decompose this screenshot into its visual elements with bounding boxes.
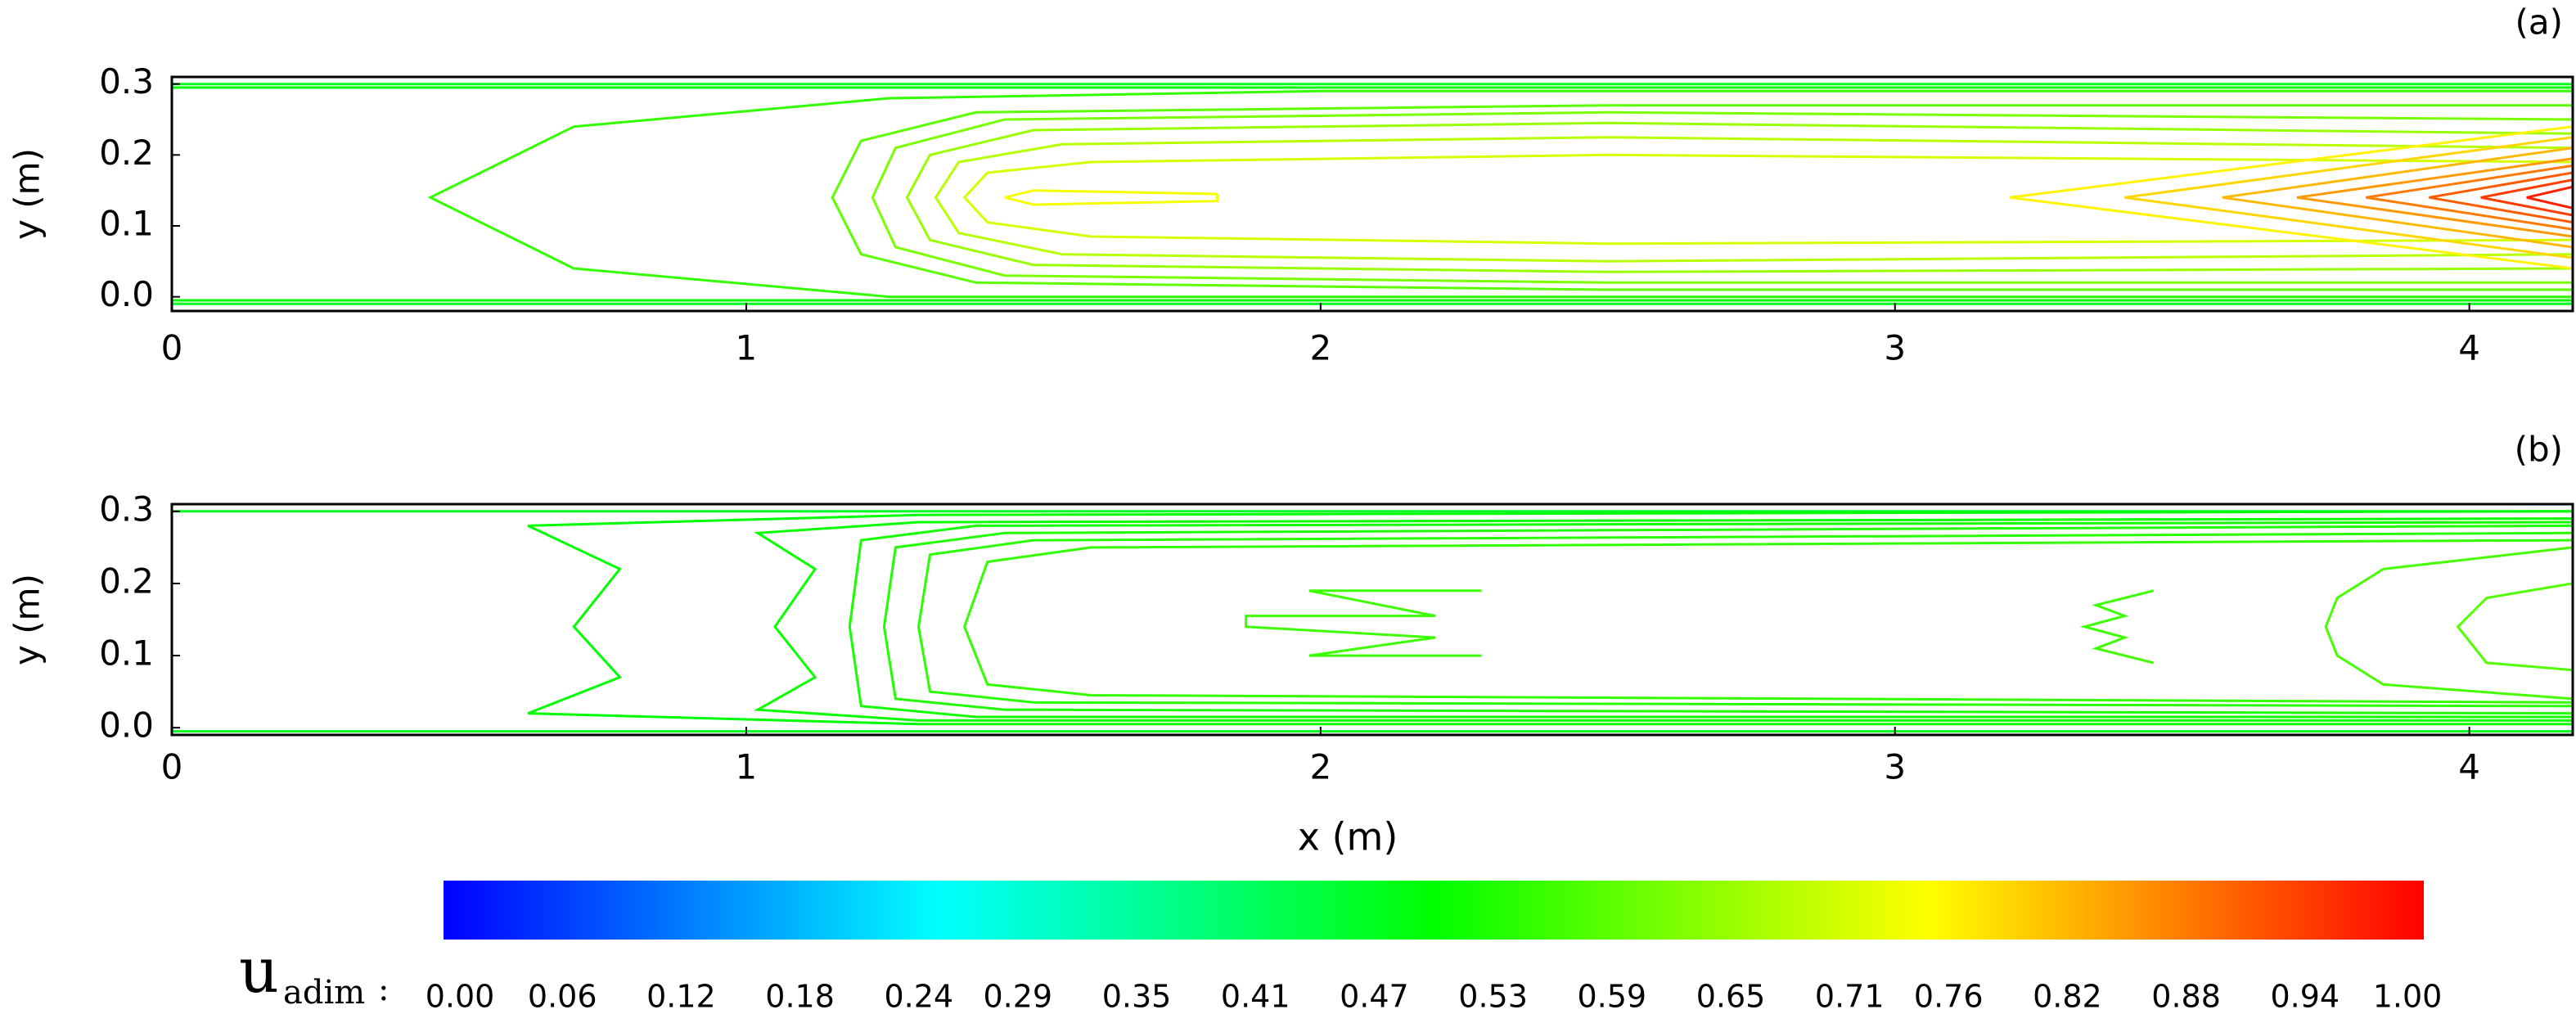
contour-line [2456,582,2573,672]
colorbar: 0.00 0.06 0.12 0.18 0.24 0.29 0.35 0.41 0.47 0.53… [239,881,2442,1014]
colorbar-tick-label: 0.35 [1102,979,1172,1014]
colorbar-symbol: u [239,934,279,1007]
colorbar-tick-label: 0.29 [983,979,1052,1014]
y-tick-label: 0.1 [99,204,154,244]
y-tick-label: 0.0 [99,705,154,746]
contour-line [527,510,2573,726]
contour-group [172,510,2573,733]
contour-line [2009,125,2573,270]
contour-line [934,136,2573,263]
y-axis-title: y (m) [7,148,47,240]
contour-line [2480,178,2573,217]
contour-line [871,110,2573,284]
x-tick-label: 4 [2458,328,2480,368]
colorbar-tick-label: 0.53 [1458,979,1528,1014]
x-tick-label: 1 [736,747,758,787]
colorbar-tick-label: 0.00 [426,979,495,1014]
colorbar-tick-label: 1.00 [2373,979,2443,1014]
contour-line [962,539,2573,704]
contour-line [753,517,2573,722]
colorbar-tick-label: 0.76 [1914,979,1984,1014]
x-tick-label: 0 [161,328,183,368]
x-tick-label: 1 [736,328,758,368]
contour-line [2429,171,2573,224]
colorbar-tick-label: 0.41 [1221,979,1290,1014]
x-tick-label: 3 [1884,328,1906,368]
contour-line [1245,589,1482,657]
y-tick-label: 0.0 [99,274,154,314]
colorbar-ramp [444,881,2424,940]
panel-label: (b) [2515,430,2563,470]
contour-line [905,121,2573,273]
contour-line [2222,146,2573,249]
colorbar-tick-label: 0.06 [528,979,597,1014]
y-tick-label: 0.2 [99,133,154,173]
colorbar-tick-label: 0.47 [1340,979,1409,1014]
colorbar-separator: : [378,971,389,1008]
x-tick-label: 2 [1309,747,1331,787]
y-axis-title: y (m) [7,574,47,665]
contour-line [831,104,2573,291]
contour-line [848,521,2573,719]
panel-label: (a) [2515,2,2563,43]
contour-line [2366,164,2573,231]
x-tick-label: 2 [1309,328,1331,368]
x-tick-label: 4 [2458,747,2480,787]
contour-line [916,531,2573,708]
y-tick-label: 0.3 [99,61,154,101]
contour-line [427,89,2573,299]
contour-line [2124,136,2573,259]
colorbar-subscript: adim [283,974,365,1012]
contour-group [172,83,2573,305]
plot-frame [170,502,2574,737]
contour-line [1004,189,1218,206]
x-axis-title: x (m) [1298,815,1398,859]
colorbar-tick-label: 0.88 [2151,979,2221,1014]
contour-line [2526,185,2573,210]
y-tick-label: 0.3 [99,489,154,529]
colorbar-tick-label: 0.71 [1815,979,1885,1014]
colorbar-tick-label: 0.12 [646,979,716,1014]
colorbar-tick-label: 0.59 [1577,979,1646,1014]
plot-frame [170,75,2574,313]
contour-line [2079,589,2154,665]
colorbar-tick-label: 0.65 [1696,979,1766,1014]
contour-line [2296,157,2573,238]
y-tick-label: 0.1 [99,633,154,674]
contour-line [962,153,2573,246]
contour-line [2324,546,2573,701]
y-tick-label: 0.2 [99,561,154,601]
colorbar-tick-label: 0.94 [2270,979,2340,1014]
colorbar-tick-label: 0.18 [765,979,835,1014]
colorbar-tick-label: 0.82 [2033,979,2102,1014]
x-tick-label: 3 [1884,747,1906,787]
contour-line [882,524,2573,715]
colorbar-tick-label: 0.24 [884,979,953,1014]
x-tick-label: 0 [161,747,183,787]
